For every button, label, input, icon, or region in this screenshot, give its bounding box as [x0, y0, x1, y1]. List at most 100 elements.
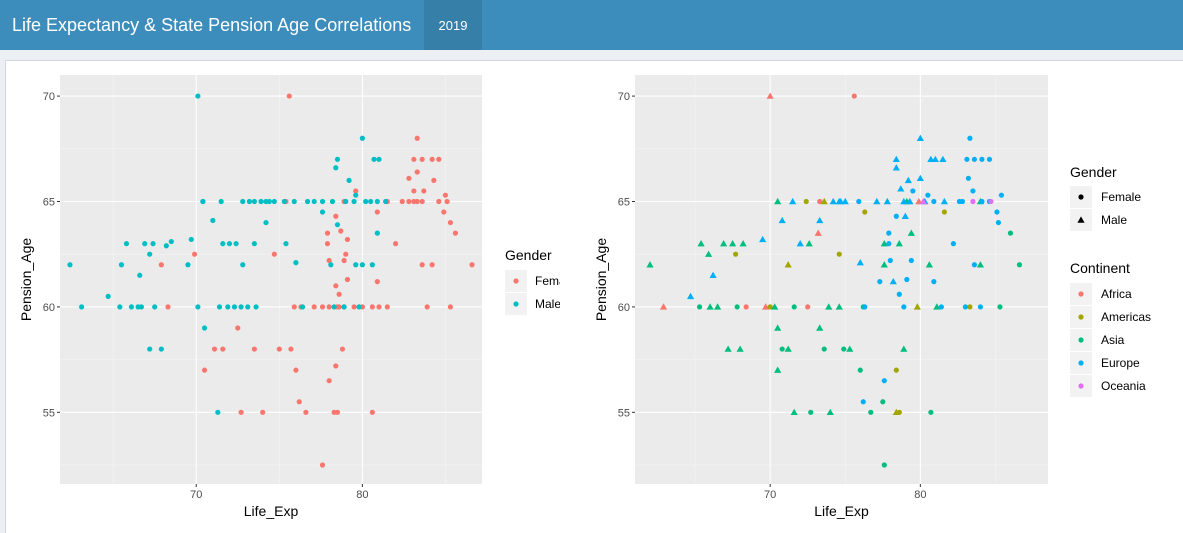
point-female: [430, 157, 435, 162]
point-male: [142, 241, 147, 246]
point-female: [406, 176, 411, 181]
point-male: [356, 304, 361, 309]
point-female: [370, 304, 375, 309]
point-female: [430, 262, 435, 267]
legend-key-male: [513, 301, 518, 306]
legend-label: Male: [535, 297, 560, 311]
point-female: [420, 157, 425, 162]
point-female: [252, 346, 257, 351]
point-female: [420, 199, 425, 204]
point-female: [345, 237, 350, 242]
point-female: [338, 228, 343, 233]
point-female: [159, 262, 164, 267]
point-male: [252, 199, 257, 204]
y-tick-label: 65: [43, 196, 55, 208]
point-female: [332, 410, 337, 415]
x-tick-label: 80: [356, 489, 368, 501]
point-female: [375, 209, 380, 214]
point-male: [363, 199, 368, 204]
point-male: [245, 304, 250, 309]
point-female: [202, 368, 207, 373]
point-male: [227, 241, 232, 246]
point-female: [325, 241, 330, 246]
point-male: [370, 262, 375, 267]
point-male: [185, 262, 190, 267]
point-female: [411, 188, 416, 193]
point-female: [312, 304, 317, 309]
point-female: [337, 304, 342, 309]
point-male: [292, 199, 297, 204]
point-male: [79, 304, 84, 309]
point-female: [277, 346, 282, 351]
x-tick-label: 70: [190, 489, 202, 501]
point-female: [212, 346, 217, 351]
point-male: [220, 241, 225, 246]
point-female: [235, 325, 240, 330]
point-female: [431, 178, 436, 183]
point-male: [267, 199, 272, 204]
point-male: [330, 199, 335, 204]
point-male: [238, 304, 243, 309]
point-male: [351, 199, 356, 204]
point-female: [325, 231, 330, 236]
point-female: [415, 199, 420, 204]
point-female: [340, 346, 345, 351]
point-male: [253, 304, 258, 309]
point-male: [202, 325, 207, 330]
point-male: [137, 273, 142, 278]
point-female: [260, 410, 265, 415]
point-male: [150, 241, 155, 246]
point-female: [375, 279, 380, 284]
point-female: [425, 304, 430, 309]
point-male: [147, 346, 152, 351]
point-male: [240, 199, 245, 204]
point-male: [353, 193, 358, 198]
legend-label: Female: [535, 274, 560, 288]
point-male: [353, 262, 358, 267]
point-female: [415, 169, 420, 174]
point-male: [282, 199, 287, 204]
point-female: [453, 231, 458, 236]
point-male: [383, 199, 388, 204]
point-female: [400, 199, 405, 204]
point-male: [152, 304, 157, 309]
point-male: [67, 262, 72, 267]
point-male: [124, 241, 129, 246]
point-female: [337, 292, 342, 297]
point-female: [297, 399, 302, 404]
point-male: [247, 199, 252, 204]
point-female: [192, 252, 197, 257]
point-female: [406, 199, 411, 204]
point-male: [232, 304, 237, 309]
point-female: [351, 304, 356, 309]
point-female: [448, 220, 453, 225]
point-male: [225, 304, 230, 309]
point-female: [327, 378, 332, 383]
point-male: [164, 243, 169, 248]
point-female: [345, 277, 350, 282]
point-male: [293, 260, 298, 265]
point-female: [448, 304, 453, 309]
point-female: [292, 304, 297, 309]
point-male: [342, 304, 347, 309]
point-female: [343, 252, 348, 257]
point-female: [238, 410, 243, 415]
point-female: [393, 241, 398, 246]
y-tick-label: 60: [43, 302, 55, 314]
point-male: [240, 262, 245, 267]
point-male: [335, 157, 340, 162]
point-female: [272, 252, 277, 257]
legend-title: Gender: [505, 247, 552, 263]
point-male: [376, 157, 381, 162]
point-male: [312, 199, 317, 204]
point-male: [234, 241, 239, 246]
point-female: [376, 304, 381, 309]
point-male: [305, 199, 310, 204]
x-axis-label: Life_Exp: [244, 503, 299, 519]
point-female: [385, 304, 390, 309]
point-male: [258, 199, 263, 204]
point-female: [443, 193, 448, 198]
point-female: [320, 304, 325, 309]
legend-key-female: [513, 278, 518, 283]
point-male: [343, 199, 348, 204]
